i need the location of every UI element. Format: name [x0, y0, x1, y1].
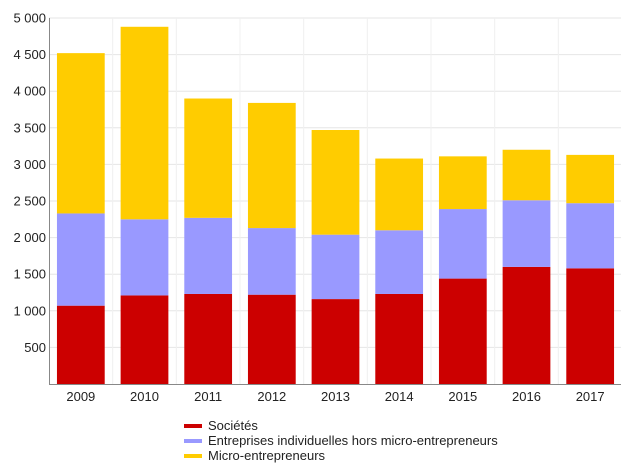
legend-item-societes: Sociétés: [184, 418, 498, 433]
x-tick-label: 2013: [321, 389, 350, 404]
bar-2012-series-2: [247, 102, 296, 229]
legend-item-entreprises-individuelles: Entreprises individuelles hors micro-ent…: [184, 433, 498, 448]
legend: Sociétés Entreprises individuelles hors …: [184, 418, 498, 463]
legend-swatch-entreprises-individuelles: [184, 438, 202, 443]
bars: [56, 26, 615, 384]
x-tick-label: 2012: [257, 389, 286, 404]
bar-2016-series-2: [502, 149, 551, 201]
y-tick-label: 4 000: [13, 84, 46, 99]
bar-2015-series-1: [438, 209, 487, 279]
bar-2012-series-0: [247, 294, 296, 384]
bar-2014-series-2: [375, 158, 424, 231]
bar-2009-series-0: [56, 305, 105, 384]
x-tick-label: 2017: [576, 389, 605, 404]
legend-swatch-societes: [184, 423, 202, 428]
bar-2014-series-1: [375, 230, 424, 294]
x-tick-label: 2015: [448, 389, 477, 404]
bar-2010-series-2: [120, 26, 169, 220]
x-tick-label: 2011: [194, 389, 222, 404]
y-tick-label: 3 000: [13, 157, 46, 172]
y-tick-label: 4 500: [13, 47, 46, 62]
y-axis-tick-labels: 500 1 000 1 500 2 000 2 500 3 000 3 500 4 000 4 …: [13, 11, 46, 355]
bar-2017-series-0: [566, 268, 615, 384]
y-tick-label: 1 500: [13, 267, 46, 282]
legend-label-societes: Sociétés: [208, 418, 258, 433]
bar-2017-series-2: [566, 154, 615, 204]
bar-2011-series-0: [184, 293, 233, 384]
x-tick-label: 2010: [130, 389, 159, 404]
x-axis-tick-labels: 2009 2010 2011 2012 2013 2014 2015 2016 2017: [66, 389, 604, 404]
bar-2009-series-2: [56, 53, 105, 214]
bar-2017-series-1: [566, 203, 615, 269]
bar-2013-series-0: [311, 299, 360, 384]
bar-2015-series-0: [438, 278, 487, 384]
x-tick-label: 2016: [512, 389, 541, 404]
y-tick-label: 5 000: [13, 11, 46, 26]
bar-2013-series-1: [311, 234, 360, 300]
legend-item-micro-entrepreneurs: Micro-entrepreneurs: [184, 448, 498, 463]
bar-2016-series-0: [502, 266, 551, 384]
bar-2014-series-0: [375, 293, 424, 384]
bar-2009-series-1: [56, 213, 105, 306]
x-tick-label: 2009: [66, 389, 95, 404]
y-tick-label: 3 500: [13, 120, 46, 135]
bar-2012-series-1: [247, 228, 296, 295]
bar-2010-series-1: [120, 219, 169, 296]
x-tick-label: 2014: [385, 389, 414, 404]
y-tick-label: 500: [24, 340, 46, 355]
bar-2016-series-1: [502, 200, 551, 267]
stacked-bar-chart: 500 1 000 1 500 2 000 2 500 3 000 3 500 4 000 4 …: [13, 11, 621, 404]
bar-2011-series-1: [184, 217, 233, 294]
y-tick-label: 2 500: [13, 194, 46, 209]
legend-label-entreprises-individuelles: Entreprises individuelles hors micro-ent…: [208, 433, 498, 448]
bar-2010-series-0: [120, 295, 169, 384]
legend-swatch-micro-entrepreneurs: [184, 453, 202, 458]
y-tick-label: 2 000: [13, 230, 46, 245]
bar-2011-series-2: [184, 98, 233, 218]
bar-2013-series-2: [311, 129, 360, 235]
bar-2015-series-2: [438, 156, 487, 210]
legend-label-micro-entrepreneurs: Micro-entrepreneurs: [208, 448, 326, 463]
y-tick-label: 1 000: [13, 303, 46, 318]
